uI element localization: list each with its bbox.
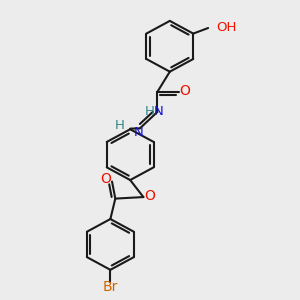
Text: H: H — [115, 119, 124, 132]
Text: N: N — [134, 125, 143, 139]
Text: O: O — [100, 172, 112, 186]
Text: Br: Br — [103, 280, 118, 294]
Text: OH: OH — [216, 21, 237, 34]
Text: H: H — [145, 105, 155, 119]
Text: O: O — [179, 84, 190, 98]
Text: O: O — [144, 189, 155, 203]
Text: N: N — [154, 105, 163, 119]
